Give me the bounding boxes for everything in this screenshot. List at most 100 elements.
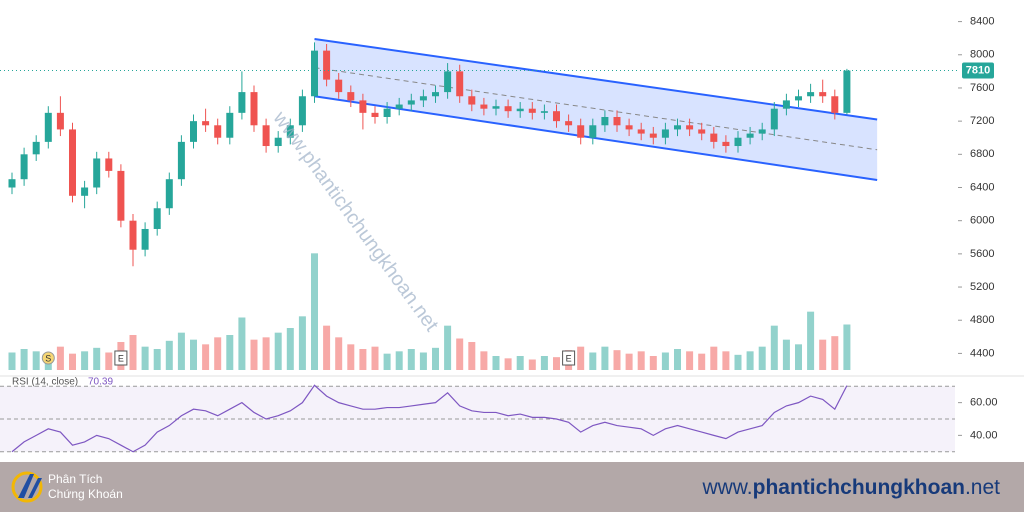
- candle-body: [492, 106, 500, 109]
- candle-body: [335, 79, 343, 93]
- event-icon: [562, 350, 576, 366]
- candle-body: [383, 108, 391, 117]
- y-tick-label: 6000: [970, 215, 994, 227]
- volume-bar: [553, 357, 560, 370]
- candle-body: [286, 125, 294, 138]
- rsi-tick-label: 40.00: [970, 429, 998, 441]
- url-part: www.: [701, 476, 752, 499]
- volume-bar: [371, 346, 379, 370]
- y-tick-label: 5600: [970, 248, 994, 260]
- volume-bar: [468, 342, 476, 370]
- volume-bar: [674, 349, 681, 370]
- brand-line: Phân Tích: [48, 472, 102, 486]
- volume-bar: [504, 358, 512, 370]
- volume-bar: [153, 349, 161, 370]
- candle-body: [432, 92, 439, 97]
- y-tick-label: 7200: [970, 115, 994, 127]
- volume-bar: [831, 336, 839, 370]
- candle-body: [637, 129, 645, 134]
- candle-body: [553, 111, 560, 122]
- candle-body: [819, 92, 827, 97]
- candle-body: [795, 96, 802, 101]
- candle-body: [250, 92, 258, 126]
- volume-bar: [625, 353, 633, 370]
- volume-bar: [190, 339, 197, 370]
- candle-body: [56, 112, 64, 130]
- candle-body: [395, 104, 403, 109]
- volume-bar: [698, 353, 706, 370]
- candle-body: [649, 133, 657, 138]
- candle-body: [589, 125, 597, 138]
- volume-bar: [589, 352, 597, 370]
- volume-bar: [601, 346, 609, 370]
- candle-body: [468, 96, 476, 105]
- candle-body: [746, 133, 754, 138]
- candle-body: [661, 129, 669, 138]
- volume-bar: [238, 317, 246, 370]
- volume-bar: [419, 352, 427, 370]
- channel-line: [314, 95, 878, 182]
- volume-bar: [492, 356, 500, 370]
- volume-bar: [20, 349, 28, 370]
- volume-bar: [407, 349, 415, 370]
- candle-body: [758, 129, 766, 134]
- candle-body: [516, 108, 524, 112]
- candle-body: [81, 187, 89, 196]
- footer: [0, 462, 1024, 512]
- candle-body: [129, 220, 137, 250]
- volume-bar: [8, 352, 16, 370]
- volume-bar: [129, 335, 137, 370]
- volume-bar: [444, 325, 452, 370]
- candle-body: [407, 100, 415, 105]
- candle-body: [32, 141, 40, 155]
- event-icon: [114, 350, 128, 366]
- candle-body: [710, 133, 718, 142]
- candle-body: [274, 137, 282, 147]
- volume-bar: [661, 352, 669, 370]
- volume-bar: [214, 337, 222, 370]
- candle-body: [843, 70, 851, 113]
- y-tick-label: 4400: [970, 347, 994, 359]
- y-tick-label: 8000: [970, 49, 994, 61]
- volume-bar: [807, 311, 815, 370]
- volume-bar: [359, 349, 367, 370]
- volume-bar: [782, 339, 790, 370]
- y-tick-label: 4800: [970, 314, 994, 326]
- volume-bar: [843, 324, 851, 370]
- candle-body: [8, 179, 16, 188]
- candle-body: [540, 111, 548, 113]
- candle-body: [177, 141, 185, 180]
- candle-body: [93, 158, 101, 188]
- footer-url: www.phantichchungkhoan.net: [701, 476, 1000, 499]
- volume-bar: [262, 337, 270, 370]
- volume-bar: [165, 340, 173, 370]
- candle-body: [770, 108, 778, 130]
- candle-body: [419, 96, 427, 101]
- background: [0, 0, 1024, 462]
- volume-bar: [528, 359, 536, 370]
- candle-body: [371, 112, 379, 117]
- volume-bar: [383, 353, 391, 370]
- candle-body: [323, 50, 331, 80]
- logo: [11, 471, 43, 503]
- volume-bar: [105, 352, 113, 370]
- volume-bar: [141, 346, 149, 370]
- y-tick-label: 6400: [970, 181, 994, 193]
- candle-body: [613, 116, 621, 126]
- rsi-label: RSI (14, close): [12, 377, 78, 388]
- candle-body: [565, 121, 573, 126]
- volume-bar: [686, 351, 694, 370]
- volume-bar: [250, 339, 258, 370]
- candle-body: [528, 108, 536, 113]
- candle-body: [359, 100, 367, 113]
- price-tag-label: 7810: [966, 64, 990, 76]
- candle-body: [347, 92, 355, 101]
- volume-bar: [202, 344, 210, 370]
- candle-body: [214, 125, 222, 138]
- volume-bar: [56, 346, 64, 370]
- candle-body: [141, 228, 149, 250]
- volume-bar: [311, 253, 318, 370]
- candle-body: [456, 71, 464, 97]
- event-label: E: [566, 353, 572, 363]
